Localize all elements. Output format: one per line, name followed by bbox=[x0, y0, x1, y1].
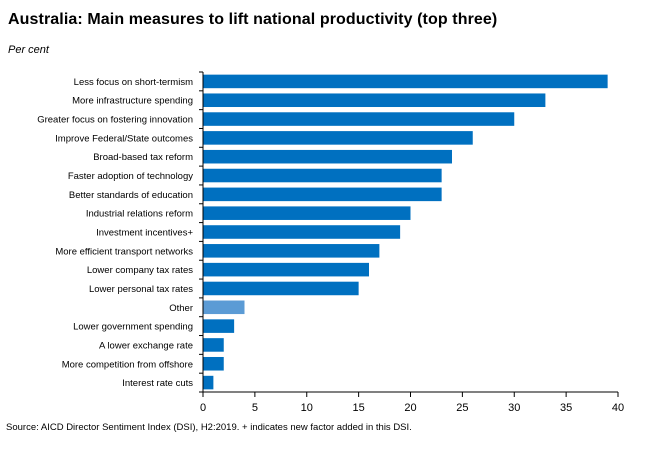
x-tick-label: 15 bbox=[353, 402, 365, 414]
category-label: More infrastructure spending bbox=[72, 96, 193, 107]
source-note: Source: AICD Director Sentiment Index (D… bbox=[6, 422, 412, 433]
x-tick-label: 20 bbox=[404, 402, 416, 414]
bar-a-lower-exchange-rate bbox=[203, 338, 224, 352]
x-tick-label: 25 bbox=[456, 402, 468, 414]
category-label: Faster adoption of technology bbox=[68, 171, 193, 182]
chart-title: Australia: Main measures to lift nationa… bbox=[8, 11, 498, 28]
category-label: Better standards of education bbox=[69, 190, 193, 201]
bar-greater-focus-on-fostering-innovation bbox=[203, 112, 515, 126]
bar-lower-company-tax-rates bbox=[203, 262, 369, 277]
category-label: Lower government spending bbox=[73, 322, 193, 333]
bar-lower-government-spending bbox=[203, 319, 235, 333]
bar-improve-federal-state-outcomes bbox=[203, 131, 473, 145]
bar-more-efficient-transport-networks bbox=[203, 244, 380, 258]
category-label: Interest rate cuts bbox=[122, 378, 193, 389]
x-tick-label: 5 bbox=[252, 402, 258, 414]
x-tick-label: 40 bbox=[612, 402, 624, 414]
x-tick-label: 10 bbox=[301, 402, 313, 414]
category-label: More efficient transport networks bbox=[55, 246, 193, 257]
x-tick-label: 0 bbox=[200, 402, 206, 414]
bar-better-standards-of-education bbox=[203, 187, 442, 202]
bar-interest-rate-cuts bbox=[203, 375, 214, 390]
category-label: Greater focus on fostering innovation bbox=[37, 115, 193, 126]
category-label: Lower personal tax rates bbox=[89, 284, 193, 295]
x-tick-label: 30 bbox=[508, 402, 520, 414]
bar-faster-adoption-of-technology bbox=[203, 168, 442, 183]
bar-lower-personal-tax-rates bbox=[203, 281, 359, 296]
category-label: A lower exchange rate bbox=[99, 340, 193, 351]
chart-subtitle: Per cent bbox=[8, 44, 49, 56]
category-label: More competition from offshore bbox=[62, 359, 193, 370]
bar-industrial-relations-reform bbox=[203, 206, 411, 220]
category-label: Industrial relations reform bbox=[86, 209, 193, 220]
category-label: Investment incentives+ bbox=[96, 228, 193, 239]
x-tick-label: 35 bbox=[560, 402, 572, 414]
bar-investment-incentives bbox=[203, 225, 401, 239]
category-label: Less focus on short-termism bbox=[74, 77, 193, 88]
bar-other bbox=[203, 300, 245, 315]
category-label: Other bbox=[169, 303, 193, 314]
category-label: Improve Federal/State outcomes bbox=[55, 133, 193, 144]
bar-less-focus-on-short-termism bbox=[203, 74, 608, 89]
bar-more-competition-from-offshore bbox=[203, 356, 224, 371]
bar-broad-based-tax-reform bbox=[203, 149, 452, 164]
category-label: Broad-based tax reform bbox=[93, 152, 193, 163]
bar-more-infrastructure-spending bbox=[203, 93, 546, 108]
category-label: Lower company tax rates bbox=[87, 265, 193, 276]
